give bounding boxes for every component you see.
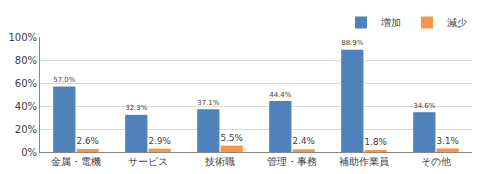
svg-text:100%: 100% <box>8 32 37 43</box>
svg-text:20%: 20% <box>15 124 37 135</box>
svg-text:37.1%: 37.1% <box>197 99 220 107</box>
svg-text:80%: 80% <box>15 55 37 66</box>
svg-text:32.3%: 32.3% <box>125 104 148 112</box>
svg-text:その他: その他 <box>421 156 451 167</box>
svg-text:増加: 増加 <box>380 17 401 28</box>
svg-text:34.6%: 34.6% <box>413 102 436 110</box>
svg-text:60%: 60% <box>15 78 37 89</box>
svg-text:40%: 40% <box>15 101 37 112</box>
svg-text:1.8%: 1.8% <box>365 137 387 147</box>
svg-text:2.4%: 2.4% <box>293 136 315 146</box>
svg-text:技術職: 技術職 <box>204 156 235 167</box>
svg-text:44.4%: 44.4% <box>269 91 292 99</box>
svg-text:減少: 減少 <box>447 17 467 28</box>
svg-text:サービス: サービス <box>128 156 168 167</box>
svg-text:88.9%: 88.9% <box>341 39 364 47</box>
svg-text:2.9%: 2.9% <box>149 136 171 146</box>
svg-text:金属・電機: 金属・電機 <box>51 156 101 167</box>
svg-text:3.1%: 3.1% <box>437 136 459 146</box>
svg-text:2.6%: 2.6% <box>77 136 99 146</box>
svg-text:0%: 0% <box>21 147 37 158</box>
svg-text:管理・事務: 管理・事務 <box>267 156 317 167</box>
svg-text:57.0%: 57.0% <box>53 76 76 84</box>
svg-text:補助作業員: 補助作業員 <box>339 156 389 167</box>
svg-text:5.5%: 5.5% <box>221 133 243 143</box>
